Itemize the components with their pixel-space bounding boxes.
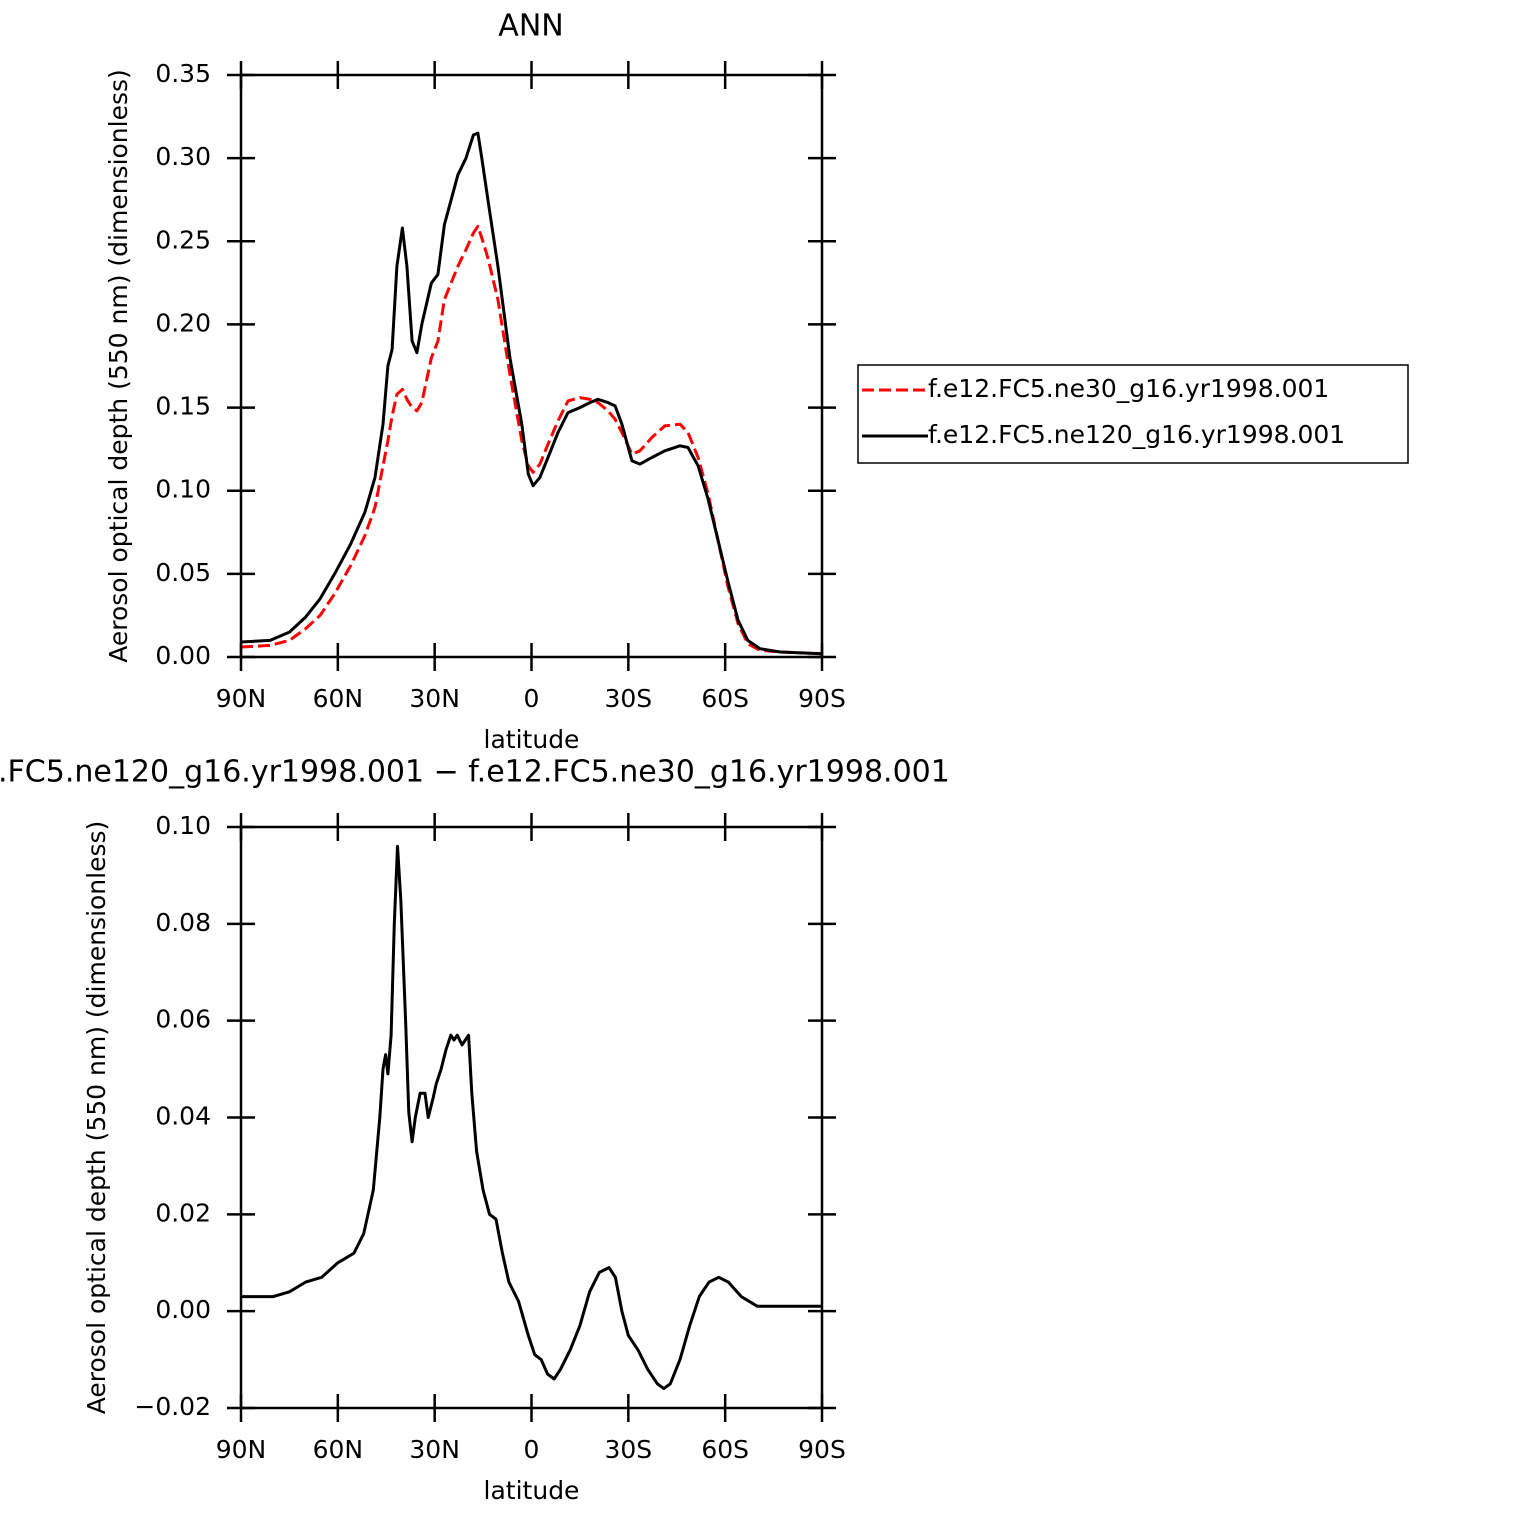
x-tick-label: 60N: [313, 1435, 364, 1464]
plot-frame: [239, 825, 824, 1410]
x-tick-label: 0: [524, 1435, 540, 1464]
y-axis-label: Aerosol optical depth (550 nm) (dimensio…: [82, 821, 111, 1415]
chart-title: ANN: [498, 9, 563, 44]
y-tick-label: 0.30: [155, 142, 211, 171]
x-tick-label: 90N: [216, 684, 267, 713]
y-tick-label: 0.00: [155, 1295, 211, 1324]
y-tick-label: 0.10: [155, 811, 211, 840]
y-tick-label: 0.35: [155, 59, 211, 88]
y-tick-label: 0.15: [155, 392, 211, 421]
x-tick-label: 60S: [701, 1435, 749, 1464]
y-tick-label: 0.06: [155, 1005, 211, 1034]
x-tick-label: 30S: [604, 1435, 652, 1464]
y-tick-label: 0.25: [155, 225, 211, 254]
y-tick-label: 0.08: [155, 908, 211, 937]
plot-frame: [239, 73, 824, 659]
legend-label: f.e12.FC5.ne120_g16.yr1998.001: [928, 420, 1345, 449]
x-tick-label: 60N: [313, 684, 364, 713]
x-tick-label: 30N: [409, 684, 460, 713]
x-tick-label: 90N: [216, 1435, 267, 1464]
legend-label: f.e12.FC5.ne30_g16.yr1998.001: [928, 374, 1329, 403]
data-line: [241, 844, 822, 1391]
y-tick-label: 0.04: [155, 1102, 211, 1131]
x-tick-label: 90S: [798, 1435, 846, 1464]
x-axis-label: latitude: [484, 725, 580, 754]
x-tick-label: 0: [524, 684, 540, 713]
data-line: [240, 224, 823, 656]
x-tick-label: 90S: [798, 684, 846, 713]
x-axis-label: latitude: [484, 1476, 580, 1505]
chart-title: .FC5.ne120_g16.yr1998.001 − f.e12.FC5.ne…: [0, 755, 950, 790]
y-axis-label: Aerosol optical depth (550 nm) (dimensio…: [104, 69, 133, 663]
x-tick-label: 30S: [604, 684, 652, 713]
y-tick-label: −0.02: [134, 1392, 211, 1421]
x-tick-label: 30N: [409, 1435, 460, 1464]
y-tick-label: 0.00: [155, 641, 211, 670]
legend-box: [857, 364, 1409, 464]
y-tick-label: 0.05: [155, 558, 211, 587]
y-tick-label: 0.10: [155, 475, 211, 504]
x-tick-label: 60S: [701, 684, 749, 713]
y-tick-label: 0.02: [155, 1198, 211, 1227]
y-tick-label: 0.20: [155, 308, 211, 337]
data-line: [240, 131, 823, 656]
